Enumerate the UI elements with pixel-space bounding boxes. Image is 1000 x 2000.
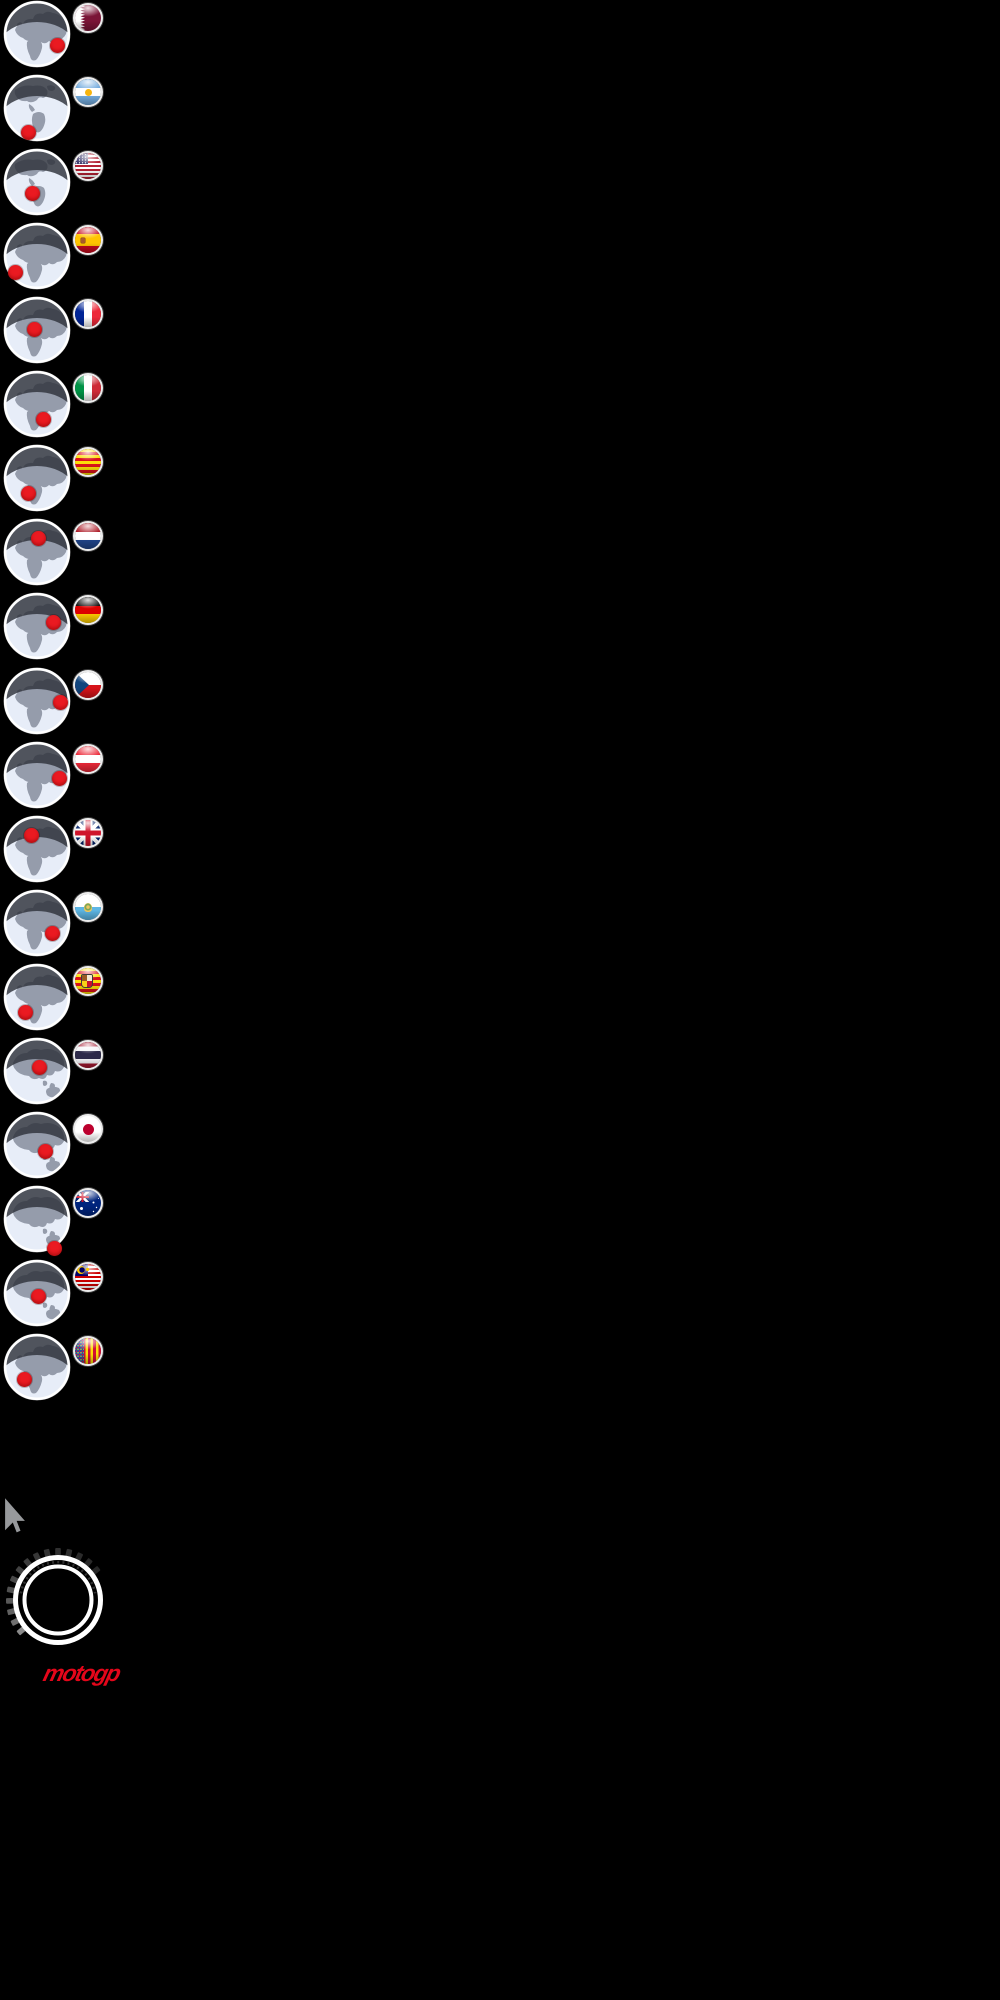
location-marker-dot (23, 827, 39, 843)
netherlands-flag-icon[interactable] (75, 523, 101, 549)
flag-gloss (75, 1116, 101, 1142)
flag-gloss (75, 79, 101, 105)
event-row-australia[interactable] (0, 1185, 112, 1256)
location-marker-dot (30, 530, 46, 546)
australia-globe-icon[interactable] (3, 1185, 71, 1253)
valencia-flag-icon[interactable] (75, 1338, 101, 1364)
san-marino-globe-icon[interactable] (3, 889, 71, 957)
italy-globe-icon[interactable] (3, 370, 71, 438)
location-marker-dot (31, 1059, 47, 1075)
flag-gloss (75, 153, 101, 179)
germany-flag-icon[interactable] (75, 597, 101, 623)
location-marker-dot (37, 1143, 53, 1159)
location-marker-dot (20, 485, 36, 501)
event-row-japan[interactable] (0, 1111, 112, 1181)
event-row-france[interactable] (0, 296, 112, 366)
qatar-flag-icon[interactable] (75, 5, 101, 31)
great-britain-flag-icon[interactable] (75, 820, 101, 846)
aragon-globe-icon[interactable] (3, 963, 71, 1031)
loading-spinner (3, 1545, 113, 1655)
argentina-globe-icon[interactable] (3, 74, 71, 142)
usa-globe-icon[interactable] (3, 148, 71, 216)
catalonia-flag-icon[interactable] (75, 449, 101, 475)
flag-gloss (75, 820, 101, 846)
location-marker-dot (16, 1371, 32, 1387)
location-marker-dot (44, 925, 60, 941)
flag-gloss (75, 597, 101, 623)
flag-gloss (75, 894, 101, 920)
valencia-globe-icon[interactable] (3, 1333, 71, 1401)
location-marker-dot (45, 614, 61, 630)
qatar-globe-icon[interactable] (3, 0, 71, 68)
spinner-ticks (5, 1548, 101, 1636)
event-row-san-marino[interactable] (0, 889, 112, 959)
location-marker-dot (26, 321, 42, 337)
location-marker-dot (17, 1004, 33, 1020)
flag-gloss (75, 449, 101, 475)
event-row-austria[interactable] (0, 741, 112, 811)
aragon-flag-icon[interactable] (75, 968, 101, 994)
malaysia-flag-icon[interactable] (75, 1264, 101, 1290)
flag-gloss (75, 5, 101, 31)
event-row-aragon[interactable] (0, 963, 112, 1033)
event-row-netherlands[interactable] (0, 518, 112, 588)
location-marker-dot (20, 124, 36, 140)
event-row-malaysia[interactable] (0, 1259, 112, 1329)
mouse-cursor-icon (4, 1498, 26, 1536)
spinner-inner-ring (22, 1564, 94, 1636)
japan-globe-icon[interactable] (3, 1111, 71, 1179)
event-row-thailand[interactable] (0, 1037, 112, 1107)
flag-gloss (75, 672, 101, 698)
location-marker-dot (49, 37, 65, 53)
usa-flag-icon[interactable] (75, 153, 101, 179)
flag-gloss (75, 523, 101, 549)
flag-gloss (75, 968, 101, 994)
flag-gloss (75, 1338, 101, 1364)
event-row-catalonia[interactable] (0, 444, 112, 514)
location-marker-dot (7, 264, 23, 280)
spinner-inner-ticks (19, 1560, 97, 1594)
flag-gloss (75, 227, 101, 253)
great-britain-globe-icon[interactable] (3, 815, 71, 883)
event-row-italy[interactable] (0, 370, 112, 440)
event-row-great-britain[interactable] (0, 815, 112, 885)
czech-republic-flag-icon[interactable] (75, 672, 101, 698)
catalonia-globe-icon[interactable] (3, 444, 71, 512)
flag-gloss (75, 375, 101, 401)
event-row-czech-republic[interactable] (0, 667, 112, 737)
event-row-germany[interactable] (0, 592, 112, 662)
argentina-flag-icon[interactable] (75, 79, 101, 105)
spinner-outer-ring (13, 1555, 103, 1645)
flag-gloss (75, 746, 101, 772)
location-marker-dot (52, 694, 68, 710)
motogp-logo: motogp (40, 1660, 123, 1686)
event-row-valencia[interactable] (0, 1333, 112, 1403)
spain-flag-icon[interactable] (75, 227, 101, 253)
netherlands-globe-icon[interactable] (3, 518, 71, 586)
flag-gloss (75, 1190, 101, 1216)
thailand-flag-icon[interactable] (75, 1042, 101, 1068)
france-flag-icon[interactable] (75, 301, 101, 327)
event-row-spain[interactable] (0, 222, 112, 292)
italy-flag-icon[interactable] (75, 375, 101, 401)
germany-globe-icon[interactable] (3, 592, 71, 660)
location-marker-dot (24, 185, 40, 201)
flag-gloss (75, 1264, 101, 1290)
event-row-argentina[interactable] (0, 74, 112, 144)
japan-flag-icon[interactable] (75, 1116, 101, 1142)
location-marker-dot (51, 770, 67, 786)
san-marino-flag-icon[interactable] (75, 894, 101, 920)
spain-globe-icon[interactable] (3, 222, 71, 290)
flag-gloss (75, 1042, 101, 1068)
event-row-qatar[interactable] (0, 0, 112, 70)
flag-gloss (75, 301, 101, 327)
event-row-usa[interactable] (0, 148, 112, 218)
austria-flag-icon[interactable] (75, 746, 101, 772)
location-marker-dot (35, 411, 51, 427)
location-marker-dot (46, 1240, 62, 1256)
australia-flag-icon[interactable] (75, 1190, 101, 1216)
location-marker-dot (30, 1288, 46, 1304)
